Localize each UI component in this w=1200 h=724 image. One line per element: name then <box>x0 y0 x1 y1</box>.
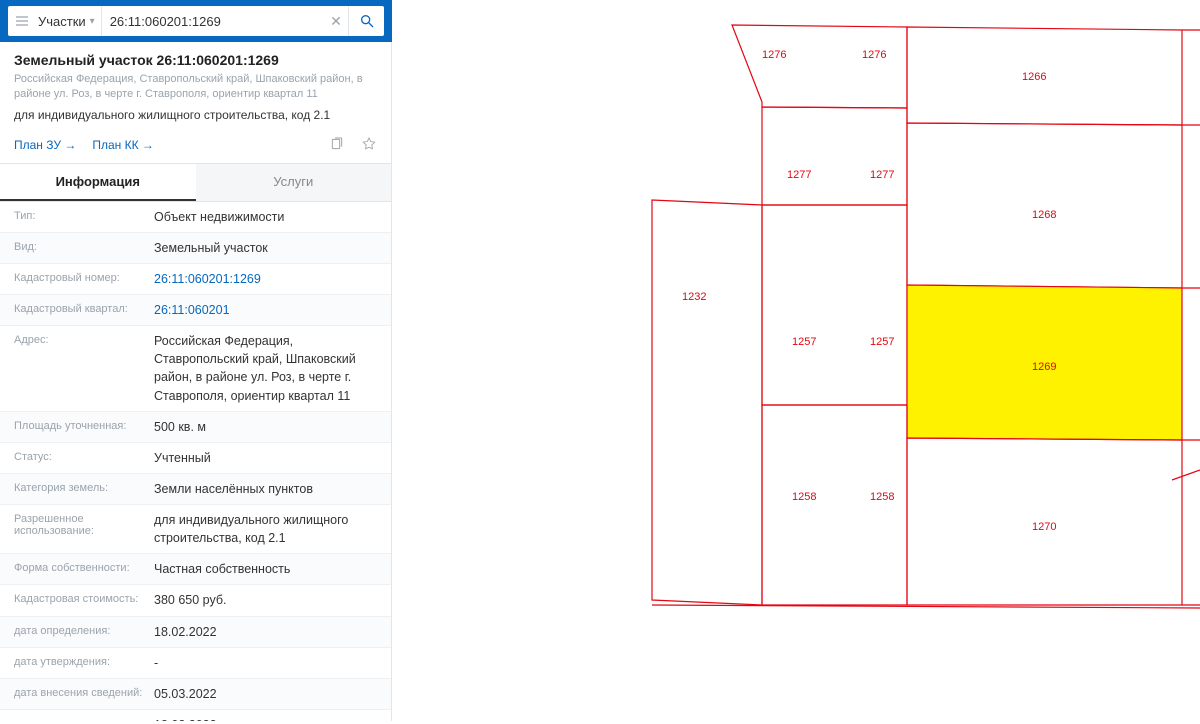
tab-services[interactable]: Услуги <box>196 164 392 201</box>
info-value: 18.02.2022 <box>154 623 377 641</box>
search-bar: Участки ▾ ✕ <box>0 0 392 42</box>
links-row: План ЗУ → План КК → <box>0 130 391 164</box>
parcel-edge <box>1172 470 1200 480</box>
side-panel: Земельный участок 26:11:060201:1269 Росс… <box>0 42 392 721</box>
parcel-purpose: для индивидуального жилищного строительс… <box>14 108 377 122</box>
info-label: Кадастровая стоимость: <box>14 591 154 605</box>
search-type-select[interactable]: Участки ▾ <box>36 6 102 36</box>
info-row: Площадь уточненная:500 кв. м <box>0 412 391 443</box>
info-row: Тип:Объект недвижимости <box>0 202 391 233</box>
info-table: Тип:Объект недвижимостиВид:Земельный уча… <box>0 202 391 721</box>
info-label: Площадь уточненная: <box>14 418 154 432</box>
parcel-outline[interactable] <box>762 107 907 205</box>
parcel-label: 1268 <box>1032 209 1056 221</box>
search-inner: Участки ▾ ✕ <box>8 6 384 36</box>
info-label: дата внесения сведений: <box>14 685 154 699</box>
info-row: дата утверждения:- <box>0 648 391 679</box>
search-button[interactable] <box>348 6 384 36</box>
tabs: Информация Услуги <box>0 164 391 202</box>
info-label: Вид: <box>14 239 154 253</box>
info-label: дата применения: <box>14 716 154 721</box>
parcel-label: 1257 <box>792 336 816 348</box>
info-value: Земли населённых пунктов <box>154 480 377 498</box>
parcel-label: 1277 <box>787 169 811 181</box>
info-row: дата применения:18.02.2022 <box>0 710 391 721</box>
info-row: Кадастровый квартал:26:11:060201 <box>0 295 391 326</box>
info-label: Адрес: <box>14 332 154 346</box>
info-row: Вид:Земельный участок <box>0 233 391 264</box>
info-label: дата утверждения: <box>14 654 154 668</box>
star-icon[interactable] <box>361 136 377 155</box>
parcel-label: 1257 <box>870 336 894 348</box>
parcel-header: Земельный участок 26:11:060201:1269 Росс… <box>0 42 391 130</box>
plan-zy-link[interactable]: План ЗУ → <box>14 138 76 152</box>
parcel-label: 1258 <box>792 491 816 503</box>
info-value: для индивидуального жилищного строительс… <box>154 511 377 547</box>
tab-info[interactable]: Информация <box>0 164 196 201</box>
info-row: дата определения:18.02.2022 <box>0 617 391 648</box>
info-row: Статус:Учтенный <box>0 443 391 474</box>
info-value[interactable]: 26:11:060201:1269 <box>154 270 377 288</box>
info-value: Объект недвижимости <box>154 208 377 226</box>
info-value: 18.02.2022 <box>154 716 377 721</box>
info-label: Разрешенное использование: <box>14 511 154 537</box>
info-row: Кадастровый номер:26:11:060201:1269 <box>0 264 391 295</box>
info-value: 500 кв. м <box>154 418 377 436</box>
info-label: Тип: <box>14 208 154 222</box>
parcel-outline[interactable] <box>652 200 762 605</box>
info-value: Российская Федерация, Ставропольский кра… <box>154 332 377 405</box>
parcel-label: 1270 <box>1032 521 1056 533</box>
info-row: Кадастровая стоимость:380 650 руб. <box>0 585 391 616</box>
menu-icon[interactable] <box>8 13 36 29</box>
info-value[interactable]: 26:11:060201 <box>154 301 377 319</box>
parcel-label: 1276 <box>862 49 886 61</box>
parcel-outline[interactable] <box>907 123 1182 288</box>
parcel-outline[interactable] <box>732 25 907 108</box>
parcel-label: 1277 <box>870 169 894 181</box>
info-row: дата внесения сведений:05.03.2022 <box>0 679 391 710</box>
parcel-outline[interactable] <box>762 405 907 605</box>
info-row: Разрешенное использование:для индивидуал… <box>0 505 391 554</box>
cadastral-map[interactable]: 1232 1276 1276 1266 1277 1277 1268 1257 1257 1269… <box>392 0 1200 721</box>
info-label: Кадастровый номер: <box>14 270 154 284</box>
parcel-address-short: Российская Федерация, Ставропольский кра… <box>14 72 377 102</box>
parcel-outline[interactable] <box>762 205 907 405</box>
search-input[interactable] <box>102 6 324 36</box>
search-type-label: Участки <box>38 14 86 29</box>
parcel-label: 1258 <box>870 491 894 503</box>
info-value: Учтенный <box>154 449 377 467</box>
info-value: Частная собственность <box>154 560 377 578</box>
info-row: Форма собственности:Частная собственност… <box>0 554 391 585</box>
parcel-title: Земельный участок 26:11:060201:1269 <box>14 52 377 68</box>
parcel-label: 1276 <box>762 49 786 61</box>
chevron-down-icon: ▾ <box>90 16 95 27</box>
parcel-label: 1266 <box>1022 71 1046 83</box>
clear-icon[interactable]: ✕ <box>324 13 348 30</box>
info-label: Категория земель: <box>14 480 154 494</box>
info-row: Адрес:Российская Федерация, Ставропольск… <box>0 326 391 412</box>
info-label: Форма собственности: <box>14 560 154 574</box>
copy-icon[interactable] <box>329 136 345 155</box>
info-label: Статус: <box>14 449 154 463</box>
parcel-label: 1269 <box>1032 361 1056 373</box>
parcel-label: 1232 <box>682 291 706 303</box>
info-label: Кадастровый квартал: <box>14 301 154 315</box>
info-label: дата определения: <box>14 623 154 637</box>
plan-kk-link[interactable]: План КК → <box>92 138 154 152</box>
info-value: Земельный участок <box>154 239 377 257</box>
info-value: - <box>154 654 377 672</box>
info-value: 05.03.2022 <box>154 685 377 703</box>
info-value: 380 650 руб. <box>154 591 377 609</box>
info-row: Категория земель:Земли населённых пункто… <box>0 474 391 505</box>
